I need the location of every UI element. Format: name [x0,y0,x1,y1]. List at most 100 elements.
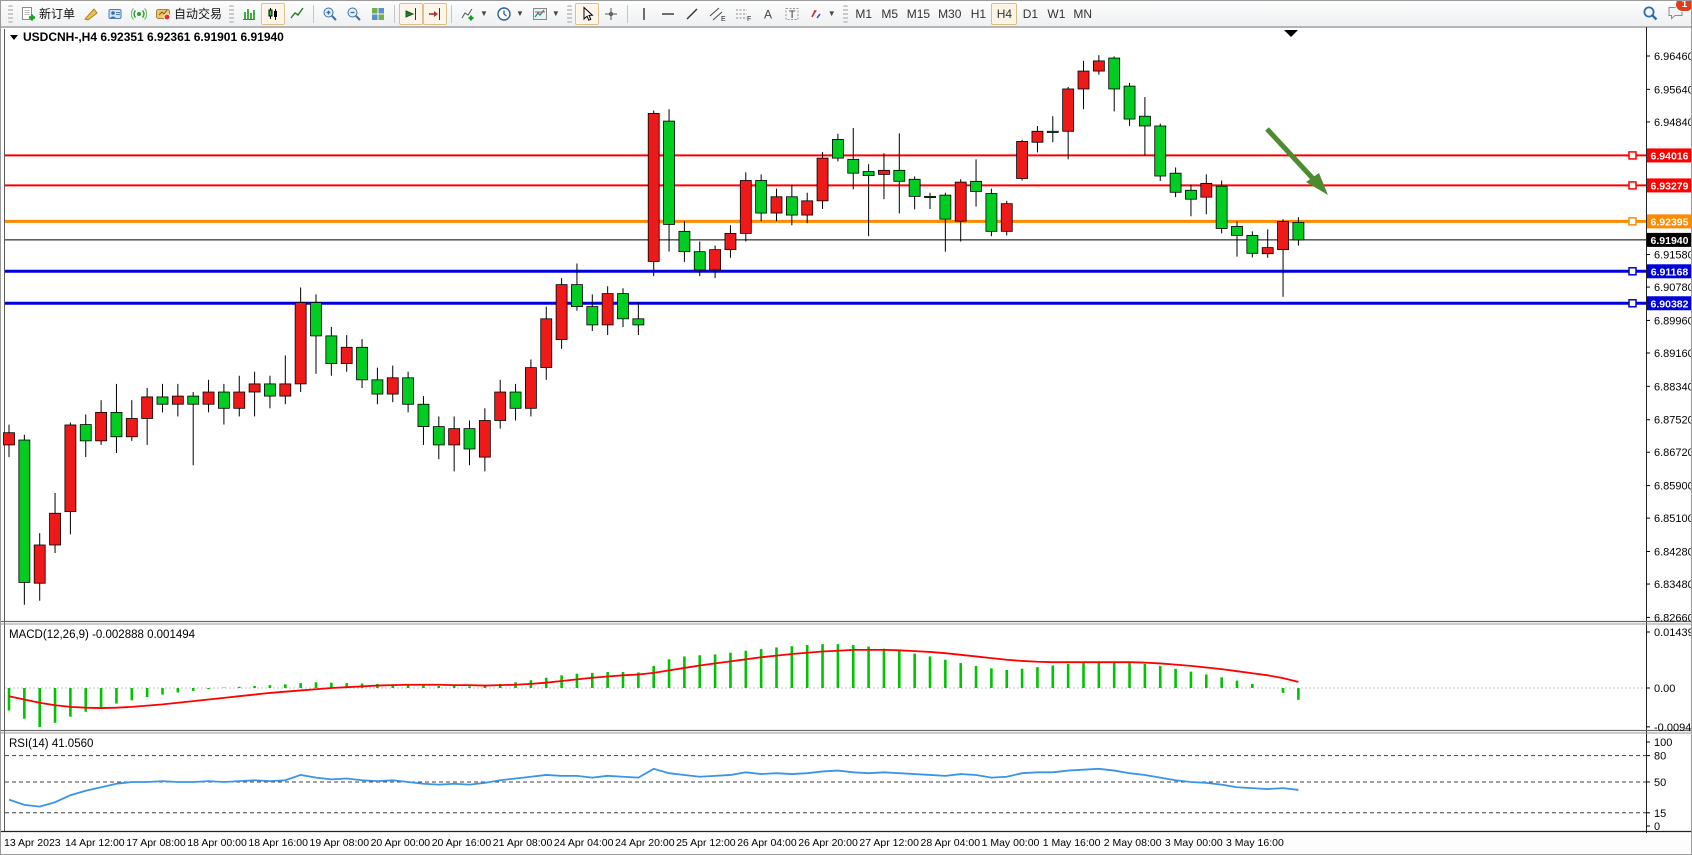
svg-text:80: 80 [1654,751,1666,763]
horizontal-line-icon [661,12,674,15]
candle [110,383,123,454]
search-button[interactable] [1638,3,1663,25]
candle [141,387,154,445]
candle [908,176,921,210]
notification-badge[interactable]: 1 [1675,1,1691,13]
zoom-out-button[interactable] [342,3,366,25]
line-handle[interactable] [1628,299,1637,308]
macd-pane[interactable]: MACD(12,26,9) -0.002888 0.001494 0.014399… [5,627,1692,734]
candle [525,359,537,417]
push-notifications-button[interactable] [127,3,151,25]
candle [816,152,829,209]
timeframe-d1-button[interactable]: D1 [1017,3,1043,25]
macd-rsi-splitter[interactable] [1,729,1692,734]
candle [340,335,353,372]
line-chart-button[interactable] [285,3,309,25]
chart-svg[interactable]: USDCNH-,H4 6.92351 6.92361 6.91901 6.919… [1,27,1692,855]
vertical-line-tool-button[interactable] [632,3,656,25]
templates-button[interactable]: ▼ [528,3,564,25]
timeframe-m15-button[interactable]: M15 [903,3,934,25]
candle [571,263,583,311]
auto-scroll-button[interactable] [399,2,424,25]
autotrading-button[interactable]: 自动交易 [151,3,226,25]
toolbar-drag-handle[interactable] [229,4,235,23]
svg-text:20 Apr 16:00: 20 Apr 16:00 [432,837,492,849]
community-button[interactable] [103,3,127,25]
line-handle[interactable] [1628,151,1637,160]
equidistant-channel-icon: E [709,7,726,22]
candle [356,339,368,388]
trendline-icon [686,8,698,19]
crosshair-tool-button[interactable] [599,3,623,25]
periods-button[interactable]: ▼ [492,3,528,25]
candle [801,192,814,224]
new-order-button[interactable]: 新订单 [16,3,79,25]
timeframe-w1-button[interactable]: W1 [1043,3,1069,25]
line-handle[interactable] [1628,267,1637,276]
price-macd-splitter[interactable] [1,620,1692,625]
scroll-end-marker-icon[interactable] [1284,30,1298,37]
tile-windows-button[interactable] [366,3,390,25]
svg-text:24 Apr 20:00: 24 Apr 20:00 [615,837,675,849]
candlestick-chart-button[interactable] [261,2,286,25]
channel-tool-button[interactable]: E [704,3,730,25]
svg-text:MACD(12,26,9) -0.002888 0.0014: MACD(12,26,9) -0.002888 0.001494 [9,629,196,641]
fibonacci-tool-button[interactable]: F [730,3,756,25]
candle [862,164,875,237]
text-tool-button[interactable]: A [756,3,780,25]
zoom-in-button[interactable] [318,3,342,25]
timeframe-h1-button[interactable]: H1 [965,3,991,25]
svg-text:3 May 16:00: 3 May 16:00 [1226,837,1284,849]
timeframe-mn-button[interactable]: MN [1069,3,1096,25]
svg-text:A: A [764,7,772,21]
timeframe-m1-button[interactable]: M1 [851,3,877,25]
trendline-tool-button[interactable] [680,3,704,25]
svg-text:21 Apr 08:00: 21 Apr 08:00 [493,837,553,849]
candle [509,383,522,421]
candle [264,375,276,409]
candle [678,221,691,262]
timeframe-m5-button[interactable]: M5 [877,3,903,25]
macd-signal-line [8,648,1299,709]
cursor-tool-button[interactable] [574,2,599,25]
chart-shift-button[interactable] [423,2,448,25]
line-handle[interactable] [1628,217,1637,226]
candle [325,326,338,376]
price-pane[interactable]: USDCNH-,H4 6.92351 6.92361 6.91901 6.919… [3,30,1647,605]
symbol-dropdown-icon[interactable] [10,35,18,40]
horizontal-level-line[interactable] [5,217,1646,226]
candle [724,225,737,258]
price-axis[interactable]: 6.96460 6.95640 6.94840 6.91580 6.90780 6.899… [1646,51,1692,624]
horizontal-level-line[interactable] [5,151,1646,160]
chart-canvas[interactable]: USDCNH-,H4 6.92351 6.92361 6.91901 6.919… [1,27,1692,855]
toolbar-drag-handle[interactable] [8,4,13,23]
time-axis-strip[interactable] [1,833,1692,855]
timeframe-group: M1 M5 M15 M30 H1 H4 D1 W1 MN [851,2,1096,25]
svg-text:6.94840: 6.94840 [1654,117,1692,129]
timeframe-m30-button[interactable]: M30 [934,3,965,25]
horizontal-line-tool-button[interactable] [656,3,680,25]
horizontal-level-line[interactable] [5,299,1646,308]
toolbar-drag-handle[interactable] [566,4,572,23]
line-handle[interactable] [1628,181,1637,190]
candle [770,188,783,222]
candle [939,192,952,252]
horizontal-level-line[interactable] [5,267,1646,276]
candle [64,422,77,535]
text-label-tool-button[interactable]: T [780,3,804,25]
candle [555,278,568,349]
arrows-tool-button[interactable]: ▼ [804,3,840,25]
arrow-annotation[interactable] [1265,127,1328,195]
candle [1031,125,1044,153]
indicators-button[interactable]: ▼ [456,3,492,25]
market-pen-button[interactable] [79,3,103,25]
toolbar-drag-handle[interactable] [842,4,848,23]
rsi-pane[interactable]: RSI(14) 41.0560 100 80 50 150 [5,737,1672,833]
bar-chart-button[interactable] [237,3,261,25]
svg-text:18 Apr 16:00: 18 Apr 16:00 [248,837,308,849]
candle [893,133,906,214]
candlestick-series [3,55,1305,605]
candle [463,420,476,466]
timeframe-h4-button[interactable]: H4 [991,2,1018,25]
time-axis[interactable]: 13 Apr 2023 14 Apr 12:00 17 Apr 08:00 18 Ap… [4,837,1284,849]
